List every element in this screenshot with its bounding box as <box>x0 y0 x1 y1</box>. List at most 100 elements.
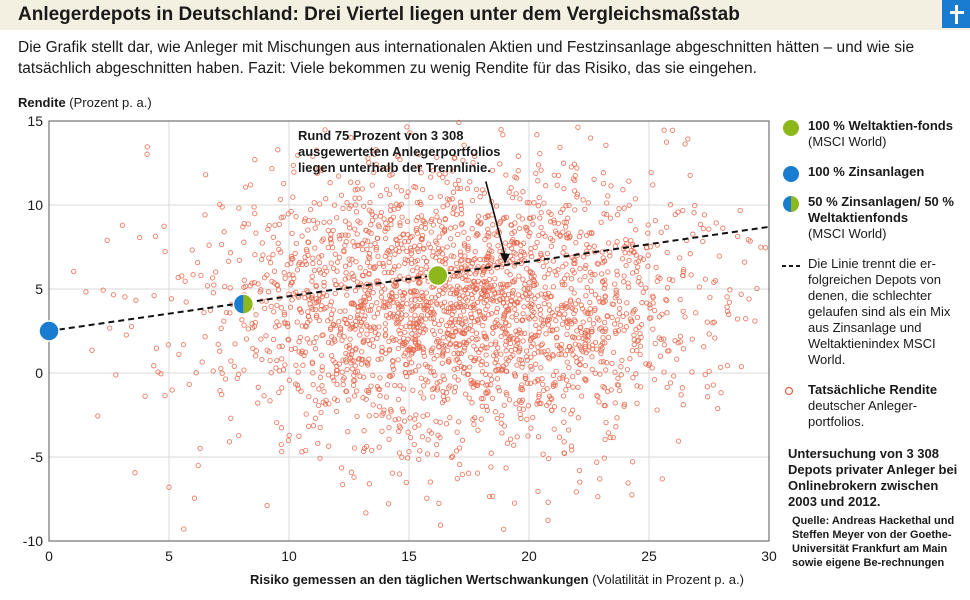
portfolio-dot <box>429 294 435 301</box>
portfolio-dot <box>393 236 399 243</box>
portfolio-dot <box>321 306 327 312</box>
logo-glyph <box>950 5 964 24</box>
portfolio-dot <box>536 232 542 239</box>
portfolio-dot <box>428 229 434 235</box>
portfolio-dot <box>657 275 663 282</box>
portfolio-dot <box>613 287 619 293</box>
portfolio-dot <box>567 344 573 350</box>
portfolio-dot <box>341 375 347 381</box>
portfolio-dot <box>334 259 341 265</box>
portfolio-dot <box>612 281 618 287</box>
portfolio-dot <box>645 362 652 368</box>
portfolio-dot <box>621 279 627 285</box>
portfolio-dot <box>231 363 237 369</box>
portfolio-dot <box>349 348 355 354</box>
portfolio-dot <box>483 256 490 263</box>
portfolio-dot <box>364 388 370 394</box>
portfolio-dot <box>558 351 564 357</box>
portfolio-dot <box>595 295 602 301</box>
portfolio-dot <box>312 397 319 404</box>
portfolio-dot <box>411 441 417 448</box>
portfolio-dot <box>554 342 560 349</box>
portfolio-dot <box>285 211 291 217</box>
portfolio-dot <box>438 301 444 307</box>
portfolio-dot <box>457 185 464 192</box>
portfolio-dot <box>350 382 357 389</box>
portfolio-dot <box>182 278 188 284</box>
portfolio-dot <box>538 317 544 323</box>
portfolio-dot <box>509 194 516 201</box>
portfolio-dot <box>687 251 693 257</box>
portfolio-dot <box>627 356 633 362</box>
portfolio-dot <box>209 275 216 281</box>
portfolio-dot <box>514 362 520 368</box>
portfolio-dot <box>343 359 349 365</box>
portfolio-dot <box>215 341 221 347</box>
portfolio-dot <box>334 215 340 221</box>
portfolio-dot <box>395 301 401 308</box>
portfolio-dot <box>637 351 643 358</box>
portfolio-dot <box>469 226 475 232</box>
portfolio-dot <box>582 343 589 350</box>
portfolio-dot <box>623 324 630 330</box>
portfolio-dot <box>433 208 439 214</box>
portfolio-dot <box>379 428 385 434</box>
portfolio-dot <box>561 450 568 457</box>
portfolio-dot <box>293 240 299 247</box>
portfolio-dot <box>310 255 316 261</box>
portfolio-dot <box>459 321 465 327</box>
portfolio-dot <box>332 360 338 366</box>
portfolio-dot <box>379 412 385 418</box>
portfolio-dot <box>376 305 382 312</box>
portfolio-dot <box>349 270 355 277</box>
portfolio-dot <box>417 448 423 454</box>
portfolio-dot <box>253 348 259 354</box>
portfolio-dot <box>456 316 462 322</box>
portfolio-dot <box>345 232 351 238</box>
portfolio-dot <box>319 303 325 309</box>
portfolio-dot <box>537 150 543 157</box>
portfolio-dot <box>640 256 647 262</box>
portfolio-dot <box>365 362 371 368</box>
portfolio-dot <box>310 381 316 388</box>
portfolio-dot <box>221 229 227 235</box>
portfolio-dot <box>545 517 551 523</box>
portfolio-dot <box>626 257 632 264</box>
portfolio-dot <box>528 332 535 338</box>
portfolio-dot <box>440 373 446 379</box>
portfolio-dot <box>530 414 536 421</box>
portfolio-dot <box>437 419 443 425</box>
portfolio-dot <box>541 387 547 394</box>
portfolio-dot <box>633 371 639 377</box>
portfolio-dot <box>290 291 297 297</box>
portfolio-dot <box>559 279 565 285</box>
portfolio-dot <box>621 205 627 211</box>
portfolio-dot <box>440 353 446 359</box>
portfolio-dot <box>493 203 500 209</box>
portfolio-dot <box>372 240 378 247</box>
portfolio-dot <box>217 387 223 394</box>
portfolio-dot <box>613 424 619 430</box>
portfolio-dot <box>313 334 319 341</box>
portfolio-dot <box>368 327 374 334</box>
portfolio-dot <box>343 388 349 394</box>
portfolio-dot <box>495 259 501 265</box>
portfolio-dot <box>569 346 576 353</box>
portfolio-dot <box>297 334 303 341</box>
portfolio-dot <box>144 144 150 150</box>
portfolio-dot <box>346 256 352 262</box>
portfolio-dot <box>471 343 477 349</box>
portfolio-dot <box>270 336 277 343</box>
portfolio-dot <box>602 328 608 335</box>
portfolio-dot <box>600 383 606 390</box>
portfolio-dot <box>399 454 405 460</box>
portfolio-dot <box>582 265 588 271</box>
portfolio-dot <box>371 314 377 320</box>
portfolio-dot <box>647 302 653 308</box>
portfolio-dot <box>647 305 653 311</box>
portfolio-dot <box>420 413 426 419</box>
portfolio-dot <box>311 267 318 274</box>
portfolio-dot <box>526 316 532 322</box>
portfolio-dot <box>271 309 277 315</box>
portfolio-dot <box>576 335 582 341</box>
